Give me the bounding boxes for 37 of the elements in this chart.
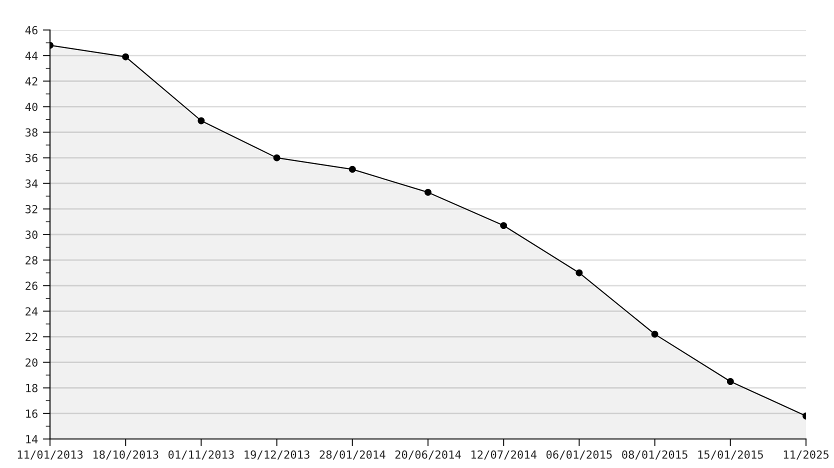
y-tick-label: 18 (26, 384, 38, 392)
x-tick-label: 28/01/2014 (320, 450, 386, 460)
y-tick-label: 42 (25, 77, 38, 86)
x-tick-label: 15/01/2015 (698, 450, 763, 460)
x-tick-label: 19/12/2013 (244, 450, 310, 460)
point (424, 188, 432, 196)
point (348, 166, 356, 173)
y-tick-label: 28 (26, 256, 38, 264)
x-tick-label: 11/2025 (784, 450, 829, 460)
x-tick-label: 01/11/2013 (168, 450, 234, 460)
y-tick-label: 30 (26, 230, 38, 239)
x-tick-label: 20/06/2014 (395, 450, 461, 460)
x-tick-label: 18/10/2013 (93, 450, 158, 460)
y-tick-label: 16 (26, 409, 38, 418)
point (651, 330, 658, 338)
y-tick-label: 36 (26, 154, 38, 162)
y-tick-label: 26 (26, 282, 38, 290)
y-tick-label: 24 (26, 307, 38, 316)
point (576, 269, 583, 276)
point (500, 222, 508, 230)
x-tick-label: 06/01/2015 (546, 450, 612, 460)
y-tick-label: 32 (26, 204, 38, 214)
x-tick-label: 11/01/2013 (18, 450, 83, 460)
y-tick-label: 22 (26, 332, 38, 341)
y-tick-label: 46 (25, 26, 38, 34)
point (726, 378, 734, 385)
y-tick-label: 44 (25, 52, 38, 60)
point (198, 117, 205, 124)
y-tick-label: 40 (25, 102, 38, 112)
y-tick-label: 20 (26, 358, 38, 367)
point (122, 53, 130, 60)
x-tick-label: 12/07/2014 (471, 450, 537, 460)
point (273, 154, 280, 162)
y-tick-label: 38 (26, 128, 38, 137)
x-tick-label: 08/01/2015 (622, 450, 688, 460)
y-tick-label: 34 (26, 179, 38, 188)
y-tick-label: 14 (26, 435, 38, 444)
